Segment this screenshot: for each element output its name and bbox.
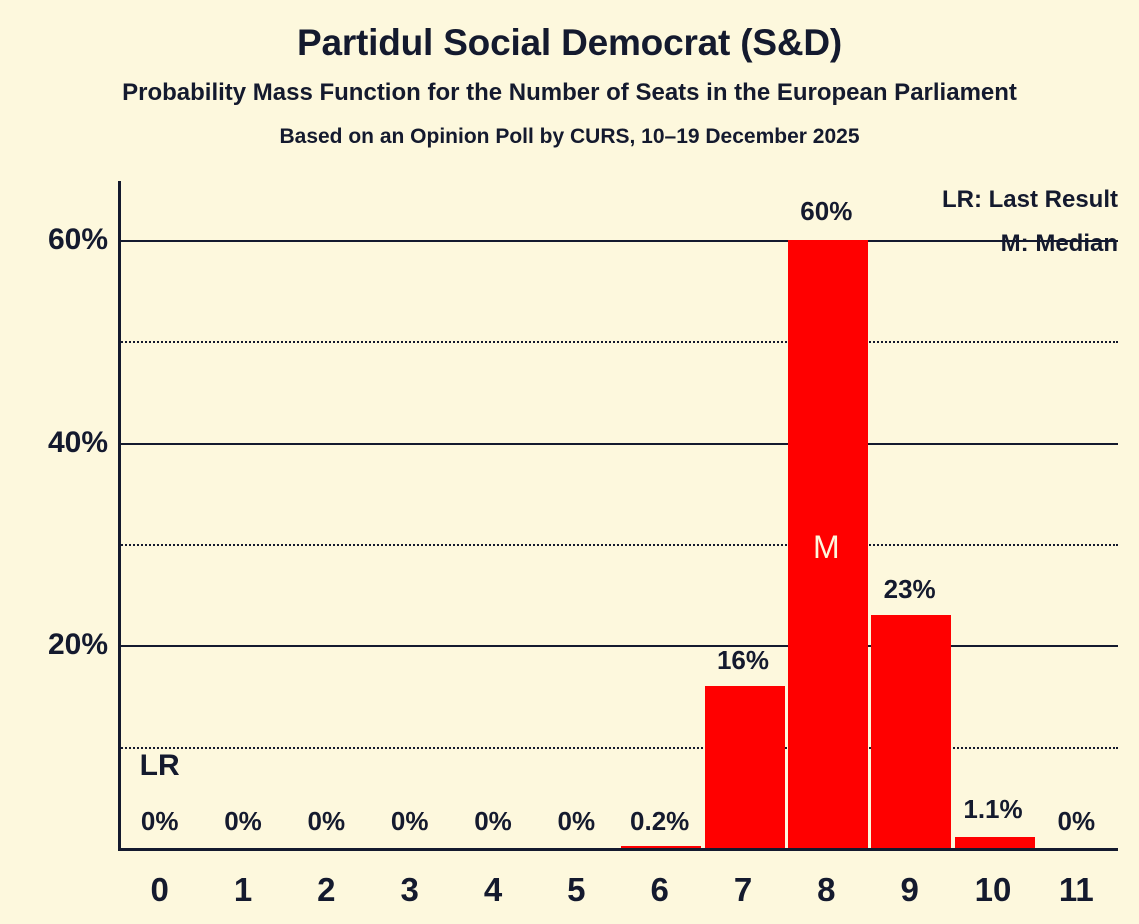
- x-axis-tick-label-4: 4: [483, 871, 503, 908]
- bar-value-label-10: 1.1%: [963, 794, 1023, 824]
- gridline-10: [118, 746, 1118, 749]
- bar-value-label-11: 0%: [1057, 806, 1096, 836]
- legend-median: M: Median: [1000, 230, 1118, 257]
- x-axis-tick-label-1: 1: [233, 871, 253, 908]
- x-axis-tick-label-2: 2: [317, 871, 336, 908]
- x-axis-tick-label-9: 9: [900, 871, 919, 908]
- bar-8[interactable]: [788, 240, 868, 848]
- bar-value-label-7: 16%: [716, 645, 770, 675]
- gridline-20: [118, 645, 1118, 648]
- gridline-30: [118, 544, 1118, 546]
- gridline-40: [118, 442, 1118, 445]
- last-result-marker: LR: [139, 749, 180, 782]
- bar-value-label-1: 0%: [224, 806, 262, 836]
- y-axis-tick-label-60: 60%: [47, 223, 108, 256]
- x-axis-tick-label-10: 10: [974, 871, 1012, 908]
- y-axis-line: [118, 181, 121, 848]
- x-axis-tick-label-7: 7: [733, 871, 753, 908]
- x-axis-tick-label-3: 3: [400, 871, 419, 908]
- chart-subtitle: Probability Mass Function for the Number…: [122, 78, 1017, 106]
- bar-value-label-9: 23%: [883, 574, 936, 604]
- bar-6[interactable]: [621, 846, 702, 848]
- bar-value-label-8: 60%: [800, 196, 853, 226]
- x-axis-tick-label-11: 11: [1058, 871, 1094, 908]
- bar-value-label-6: 0.2%: [630, 806, 690, 836]
- x-axis-tick-label-0: 0: [150, 871, 169, 908]
- x-axis-tick-label-8: 8: [817, 871, 836, 908]
- plot-area: 20% 40% 60% 0% LR 0 0% 1 0% 2 0% 3 0% 4 …: [48, 181, 1118, 906]
- bar-value-label-3: 0%: [390, 806, 429, 836]
- gridline-60: [118, 240, 1118, 242]
- bar-7[interactable]: [704, 685, 785, 848]
- chart-source-line: Based on an Opinion Poll by CURS, 10–19 …: [279, 125, 860, 149]
- bar-value-label-2: 0%: [307, 806, 346, 836]
- bar-value-label-0: 0%: [140, 806, 179, 836]
- bar-value-label-5: 0%: [557, 806, 596, 836]
- x-axis-tick-label-6: 6: [650, 871, 669, 908]
- legend-last-result: LR: Last Result: [941, 186, 1118, 213]
- y-axis-tick-label-40: 40%: [47, 425, 108, 459]
- chart-title: Partidul Social Democrat (S&D): [296, 22, 842, 63]
- bar-value-label-4: 0%: [474, 806, 512, 836]
- median-marker: M: [812, 529, 840, 565]
- bar-9[interactable]: [871, 614, 952, 848]
- gridline-50: [118, 341, 1118, 344]
- bar-10[interactable]: [954, 836, 1035, 848]
- x-axis-line: [118, 848, 1118, 851]
- x-axis-tick-label-5: 5: [567, 871, 586, 908]
- title-block: Partidul Social Democrat (S&D) Probabili…: [0, 0, 1139, 148]
- y-axis-tick-label-20: 20%: [47, 628, 108, 661]
